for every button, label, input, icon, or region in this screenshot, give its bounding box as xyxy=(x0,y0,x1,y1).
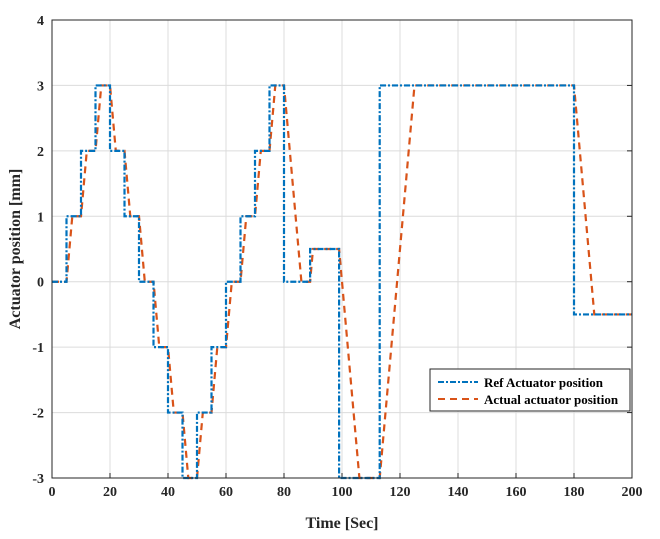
tick-labels: 0 20 40 60 80 100 120 140 160 180 200 -3 -2 -1 0 1 2 3 4 xyxy=(32,14,642,500)
y-tick-label: 3 xyxy=(37,79,44,94)
series-line-actual xyxy=(52,84,632,480)
x-tick-label: 80 xyxy=(277,485,291,500)
y-tick-label: -3 xyxy=(32,472,44,487)
y-tick-label: 2 xyxy=(37,145,44,160)
y-axis-label: Actuator position [mm] xyxy=(7,169,24,330)
x-tick-label: 40 xyxy=(161,485,175,500)
y-tick-label: 1 xyxy=(37,210,44,225)
x-tick-label: 60 xyxy=(219,485,233,500)
x-tick-label: 20 xyxy=(103,485,117,500)
series-lines xyxy=(52,84,632,480)
x-tick-label: 180 xyxy=(564,485,585,500)
x-tick-label: 100 xyxy=(332,485,353,500)
legend-label-ref: Ref Actuator position xyxy=(484,375,604,390)
series-line-ref xyxy=(52,84,632,480)
y-tick-label: -2 xyxy=(32,407,44,422)
x-tick-label: 140 xyxy=(448,485,469,500)
y-tick-label: -1 xyxy=(32,341,44,356)
plot-frame xyxy=(51,19,633,479)
legend-label-actual: Actual actuator position xyxy=(484,392,619,407)
x-tick-label: 120 xyxy=(390,485,411,500)
legend-box xyxy=(429,368,631,412)
x-axis-label: Time [Sec] xyxy=(305,515,378,532)
x-tick-label: 200 xyxy=(622,485,643,500)
x-tick-label: 160 xyxy=(506,485,527,500)
x-tick-label: 0 xyxy=(49,485,56,500)
legend: Ref Actuator position Actual actuator po… xyxy=(429,368,631,412)
y-tick-label: 4 xyxy=(37,14,44,29)
y-tick-label: 0 xyxy=(37,276,44,291)
